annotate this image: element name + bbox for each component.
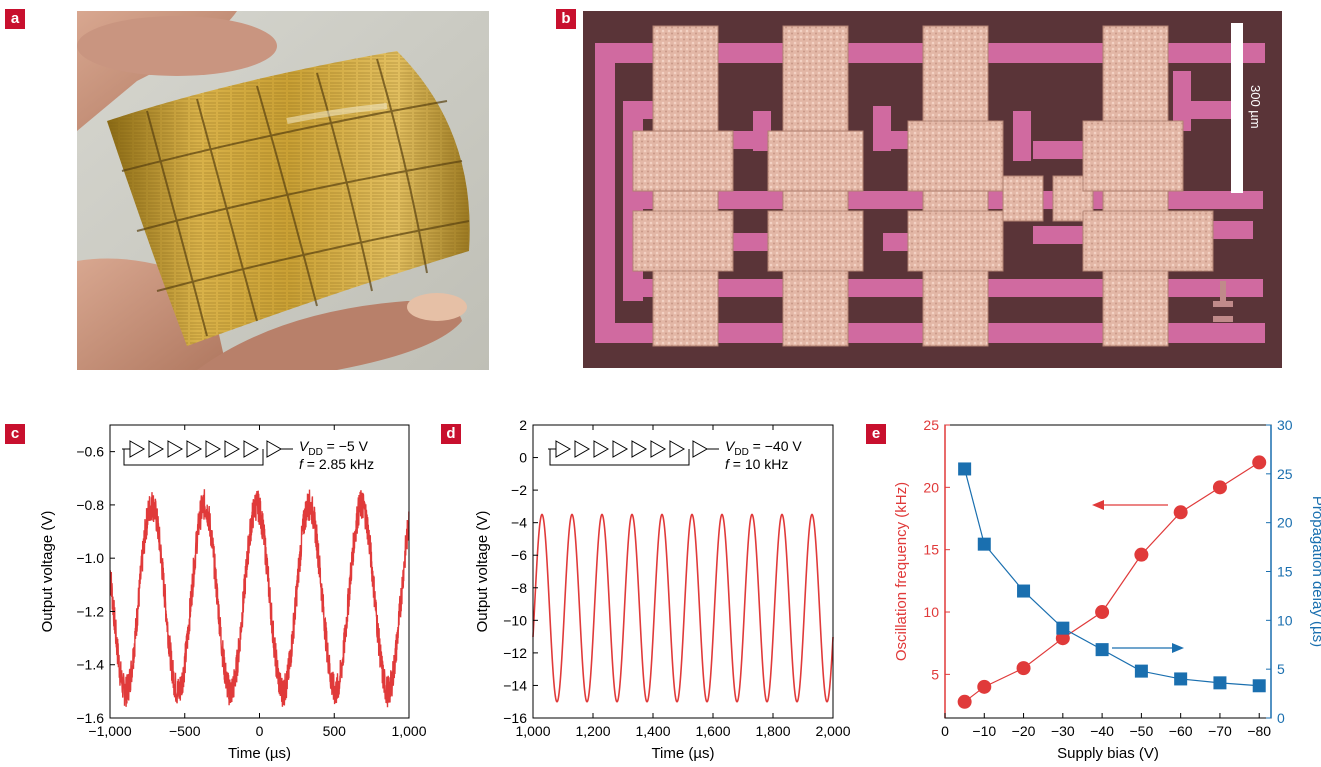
chart-c-xtick-label: −1,000 bbox=[88, 723, 131, 739]
chart-e-xtick-label: −50 bbox=[1130, 723, 1154, 739]
chart-e-xlabel: Supply bias (V) bbox=[1057, 745, 1159, 762]
panel-c-label: c bbox=[5, 424, 25, 444]
chart-d-xlabel: Time (µs) bbox=[651, 745, 714, 762]
chart-c-ytick-label: −1.0 bbox=[76, 550, 104, 566]
chart-e-xtick-label: −70 bbox=[1208, 723, 1232, 739]
chart-c-ytick-label: −0.6 bbox=[76, 444, 104, 460]
chart-c-ytick-label: −1.2 bbox=[76, 603, 104, 619]
panel-b-label: b bbox=[556, 9, 576, 29]
chart-e-delay-point bbox=[958, 462, 972, 476]
chart-d-ylabel: Output voltage (V) bbox=[474, 511, 491, 633]
chart-d-freq-label: f = 10 kHz bbox=[725, 456, 788, 472]
chart-e-ytick-left-label: 10 bbox=[923, 604, 939, 620]
chart-e-frequency-point bbox=[1252, 455, 1267, 470]
chart-e-delay-point bbox=[1095, 643, 1109, 657]
chart-e-blue-arrowhead bbox=[1172, 643, 1184, 653]
chart-d-inverter-chain-icon bbox=[548, 440, 719, 466]
chart-e-frequency-point bbox=[1055, 631, 1070, 646]
chart-e-ytick-left-label: 5 bbox=[931, 666, 939, 682]
chart-d-xtick-label: 1,200 bbox=[575, 723, 610, 739]
scale-bar-label: 300 µm bbox=[1248, 85, 1263, 129]
chart-d-ytick-label: −14 bbox=[503, 677, 527, 693]
chart-e-xtick-label: −60 bbox=[1169, 723, 1193, 739]
chart-e-delay-point bbox=[1252, 679, 1266, 693]
chart-c-vdd-label: VDD = −5 V bbox=[299, 438, 369, 458]
panel-a-label: a bbox=[5, 9, 25, 29]
chart-e-ytick-right-label: 5 bbox=[1277, 661, 1285, 677]
chart-d-xtick-label: 1,600 bbox=[695, 723, 730, 739]
chart-e-ytick-right-label: 15 bbox=[1277, 564, 1293, 580]
chart-e-xtick-label: −20 bbox=[1012, 723, 1036, 739]
chart-e-frequency-point bbox=[1134, 547, 1149, 562]
chart-c-plot-frame bbox=[109, 424, 410, 719]
chart-e-delay-line bbox=[964, 468, 1260, 687]
chart-e-frequency-point bbox=[1016, 661, 1031, 676]
chart-e-ytick-right-label: 0 bbox=[1277, 710, 1285, 726]
chart-e-red-arrowhead bbox=[1092, 500, 1104, 510]
chart-d-xtick-label: 1,800 bbox=[755, 723, 790, 739]
chart-c-ytick-label: −0.8 bbox=[76, 497, 104, 513]
flexible-circuit-photo bbox=[77, 11, 489, 370]
chart-c-ytick-label: −1.4 bbox=[76, 657, 104, 673]
chart-d-ytick-label: −4 bbox=[511, 515, 527, 531]
chart-c-xlabel: Time (µs) bbox=[228, 745, 291, 762]
chart-c-freq-label: f = 2.85 kHz bbox=[299, 456, 374, 472]
chart-c-xtick-label: 1,000 bbox=[391, 723, 426, 739]
scale-bar bbox=[1231, 23, 1243, 193]
chart-c-inverter-chain-icon bbox=[122, 440, 293, 466]
chart-e-xtick-label: −30 bbox=[1051, 723, 1075, 739]
panel-e-label: e bbox=[866, 424, 886, 444]
chart-d-xtick-label: 2,000 bbox=[815, 723, 850, 739]
chart-e-frequency-point bbox=[977, 679, 992, 694]
chart-e-frequency-point bbox=[1095, 605, 1110, 620]
chart-e-frequency-point bbox=[1212, 480, 1227, 495]
chart-e-frequency-point bbox=[957, 694, 972, 709]
chart-d-xtick-label: 1,000 bbox=[515, 723, 550, 739]
chart-d-ytick-label: −12 bbox=[503, 645, 527, 661]
chart-d-vdd-label: VDD = −40 V bbox=[725, 438, 802, 458]
chart-e-xtick-label: −40 bbox=[1090, 723, 1114, 739]
chart-e-ytick-left-label: 15 bbox=[923, 542, 939, 558]
chart-e-plot-frame bbox=[944, 424, 1272, 719]
chart-e-frequency-point bbox=[1173, 505, 1188, 520]
chart-c-ytick-label: −1.6 bbox=[76, 710, 104, 726]
chart-d-ytick-label: 0 bbox=[519, 450, 527, 466]
chart-c-ylabel: Output voltage (V) bbox=[39, 511, 56, 633]
chart-e-delay-point bbox=[1017, 584, 1031, 598]
chart-d-ytick-label: −10 bbox=[503, 612, 527, 628]
chart-e-delay-point bbox=[1213, 676, 1227, 690]
chart-c-xtick-label: 500 bbox=[323, 723, 347, 739]
chart-c-series-line bbox=[109, 489, 410, 708]
chart-d-ytick-label: −16 bbox=[503, 710, 527, 726]
chart-e-delay-point bbox=[1056, 621, 1070, 635]
chart-e-delay-point bbox=[1174, 672, 1188, 686]
chart-e-ytick-right-label: 20 bbox=[1277, 515, 1293, 531]
chart-d-ytick-label: 2 bbox=[519, 417, 527, 433]
chart-e-ytick-right-label: 30 bbox=[1277, 417, 1293, 433]
chart-e-ytick-right-label: 25 bbox=[1277, 466, 1293, 482]
chart-d-ytick-label: −2 bbox=[511, 482, 527, 498]
chart-d-xtick-label: 1,400 bbox=[635, 723, 670, 739]
chart-e-xtick-label: −10 bbox=[972, 723, 996, 739]
chart-e-ytick-left-label: 25 bbox=[923, 417, 939, 433]
chart-e-xtick-label: 0 bbox=[941, 723, 949, 739]
chart-e-xtick-label: −80 bbox=[1247, 723, 1271, 739]
chart-d-plot-frame bbox=[532, 424, 834, 719]
chart-e-delay-point bbox=[1134, 664, 1148, 678]
chart-d-ytick-label: −6 bbox=[511, 547, 527, 563]
panel-d-label: d bbox=[441, 424, 461, 444]
chart-e-ylabel-left: Oscillation frequency (kHz) bbox=[893, 482, 910, 661]
chart-d-ytick-label: −8 bbox=[511, 580, 527, 596]
chart-e-frequency-line bbox=[964, 461, 1260, 703]
ring-oscillator-micrograph: 300 µm bbox=[583, 11, 1282, 368]
chart-d-series-line bbox=[532, 513, 834, 703]
chart-c-xtick-label: −500 bbox=[169, 723, 201, 739]
chart-e-delay-point bbox=[977, 537, 991, 551]
chart-e-ylabel-right: Propagation delay (µs) bbox=[1309, 496, 1321, 647]
chart-c-xtick-label: 0 bbox=[256, 723, 264, 739]
chart-e-ytick-left-label: 20 bbox=[923, 479, 939, 495]
chart-e-ytick-right-label: 10 bbox=[1277, 612, 1293, 628]
